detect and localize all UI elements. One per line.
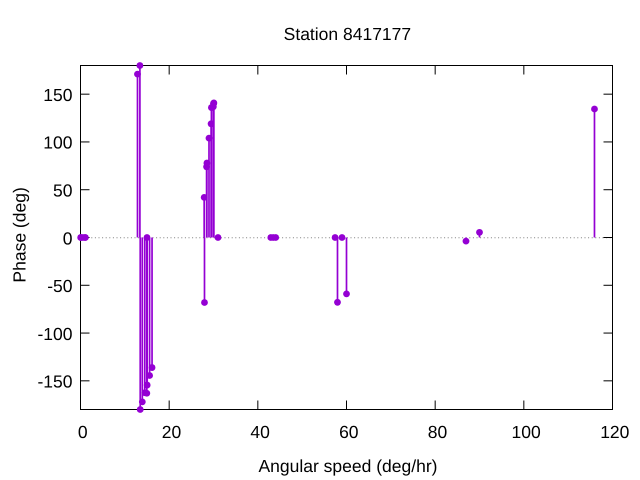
svg-text:Angular speed (deg/hr): Angular speed (deg/hr) [259,456,438,476]
svg-text:0: 0 [63,228,73,248]
svg-text:-100: -100 [37,324,72,344]
svg-text:120: 120 [600,422,629,442]
svg-text:100: 100 [512,422,541,442]
svg-text:0: 0 [78,422,88,442]
svg-text:50: 50 [53,181,73,201]
svg-text:-50: -50 [47,276,73,296]
svg-text:150: 150 [43,85,72,105]
svg-text:60: 60 [339,422,359,442]
svg-text:Phase (deg): Phase (deg) [10,187,30,282]
svg-text:80: 80 [428,422,448,442]
svg-text:100: 100 [43,133,72,153]
svg-text:20: 20 [162,422,182,442]
svg-text:-150: -150 [37,372,72,392]
svg-text:Station 8417177: Station 8417177 [284,24,411,44]
svg-text:40: 40 [250,422,270,442]
